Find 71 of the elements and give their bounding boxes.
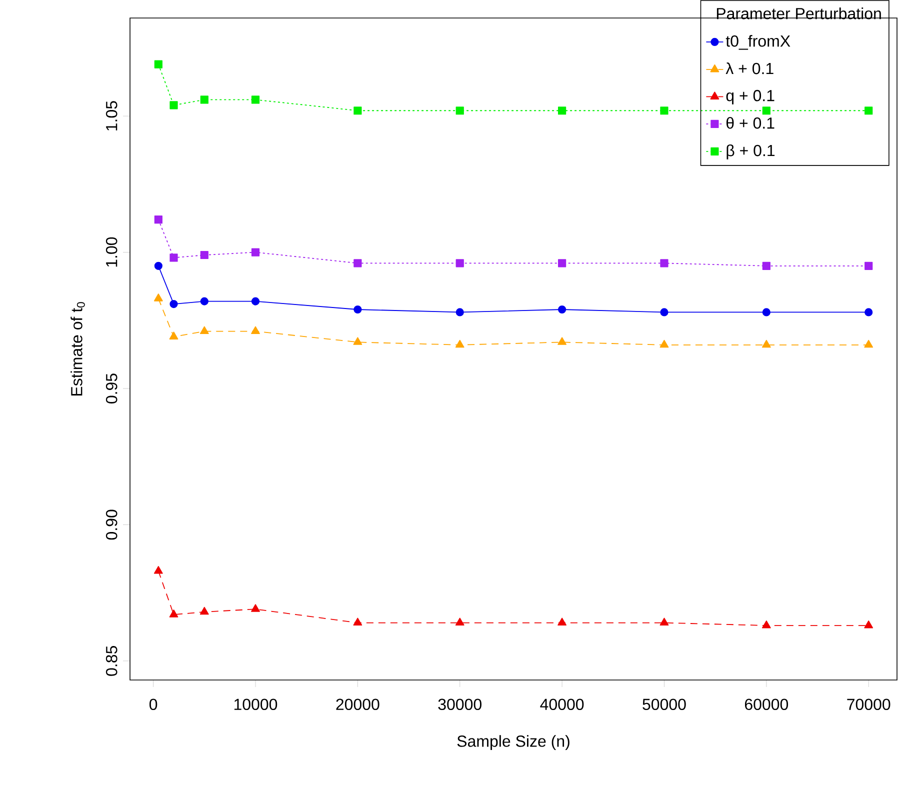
point xyxy=(154,294,163,302)
legend-label: λ + 0.1 xyxy=(726,62,774,74)
point xyxy=(558,259,566,268)
y-tick-label: 1.00 xyxy=(106,237,118,267)
legend-label: θ + 0.1 xyxy=(726,116,774,129)
point xyxy=(200,96,208,104)
point xyxy=(251,604,260,612)
x-tick-label: 50000 xyxy=(642,698,686,710)
legend-label: q + 0.1 xyxy=(726,90,774,104)
point xyxy=(251,326,260,334)
point xyxy=(864,308,873,316)
point xyxy=(170,101,178,110)
point xyxy=(762,106,770,115)
y-tick-label: 0.90 xyxy=(106,510,118,540)
point xyxy=(354,106,362,115)
point xyxy=(169,610,178,618)
point xyxy=(354,259,362,268)
point xyxy=(170,254,178,262)
point xyxy=(200,250,208,260)
point xyxy=(660,340,669,348)
point xyxy=(456,259,464,268)
point xyxy=(762,308,770,316)
legend-label: t0_fromX xyxy=(726,34,790,50)
point xyxy=(353,337,362,345)
point xyxy=(455,618,464,626)
legend-label: β + 0.1 xyxy=(726,144,775,160)
point xyxy=(660,308,668,316)
x-tick-label: 40000 xyxy=(540,698,584,710)
point xyxy=(154,566,163,574)
x-tick-label: 10000 xyxy=(234,698,278,710)
point xyxy=(558,106,566,115)
point xyxy=(154,262,162,270)
point xyxy=(354,305,362,314)
point xyxy=(660,618,669,626)
point xyxy=(251,297,260,306)
y-tick-label: 0.85 xyxy=(106,646,118,676)
y-tick-label: 0.95 xyxy=(106,374,118,404)
x-tick-label: 60000 xyxy=(744,698,788,710)
point xyxy=(455,340,464,348)
point xyxy=(558,618,566,626)
point xyxy=(660,106,668,115)
point xyxy=(456,106,464,115)
x-tick-label: 0 xyxy=(149,698,158,710)
point xyxy=(864,620,874,628)
legend-title: Parameter Perturbation xyxy=(716,8,881,20)
point xyxy=(660,259,668,268)
point xyxy=(251,96,260,104)
point xyxy=(558,305,566,314)
point xyxy=(762,340,771,348)
point xyxy=(864,340,874,348)
point xyxy=(154,216,162,224)
point xyxy=(762,262,770,270)
point xyxy=(558,337,566,345)
point xyxy=(170,300,178,308)
point xyxy=(864,262,873,270)
point xyxy=(864,106,873,115)
point xyxy=(169,332,178,340)
point xyxy=(200,297,208,306)
point xyxy=(154,60,162,68)
point xyxy=(762,620,771,628)
y-axis-title: Estimate of t$_{0}$ xyxy=(70,302,85,396)
point xyxy=(456,308,464,316)
x-tick-label: 30000 xyxy=(438,698,482,710)
point xyxy=(353,618,362,626)
x-axis-title: Sample Size (n) xyxy=(457,735,570,750)
y-tick-label: 1.05 xyxy=(106,101,118,130)
x-tick-label: 70000 xyxy=(847,698,890,710)
x-tick-label: 20000 xyxy=(336,698,380,710)
point xyxy=(251,248,260,256)
point xyxy=(200,606,209,615)
point xyxy=(200,326,209,334)
